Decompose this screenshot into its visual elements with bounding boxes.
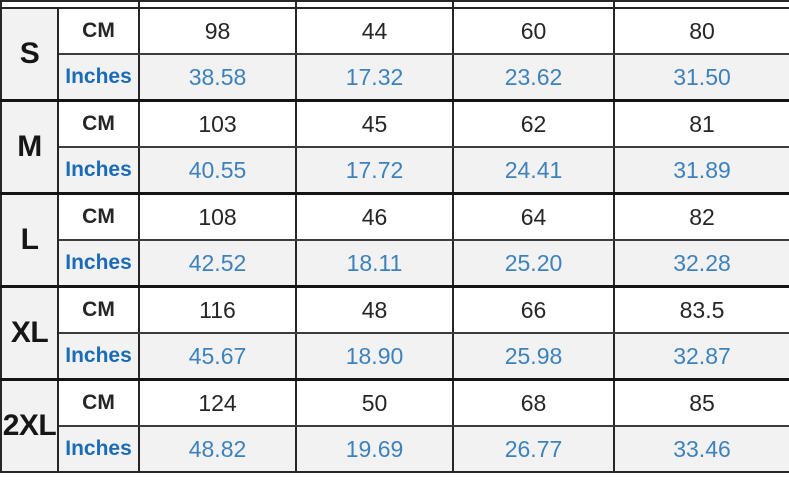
cropped-header-row: [0, 0, 789, 9]
cm-value-2xl-2: 68: [452, 378, 615, 427]
inches-value-xl-2: 25.98: [452, 332, 615, 381]
inches-value-xl-1: 18.90: [295, 332, 454, 381]
cm-value-xl-0: 116: [138, 285, 297, 334]
cm-value-xl-1: 48: [295, 285, 454, 334]
unit-label-inches: Inches: [57, 332, 140, 381]
size-label-xl: XL: [0, 285, 59, 381]
size-label-m: M: [0, 99, 59, 195]
cm-value-xl-2: 66: [452, 285, 615, 334]
row-s-cm: S CM 98 44 60 80: [0, 7, 789, 102]
inches-value-s-3: 31.50: [613, 53, 789, 102]
row-xl-inches: Inches 45.67 18.90 25.98 32.87: [1, 332, 789, 381]
cropped-header-cell: [138, 0, 297, 9]
cm-value-l-1: 46: [295, 192, 454, 241]
size-label-s: S: [0, 7, 59, 102]
row-2xl-cm: 2XL CM 124 50 68 85: [0, 378, 789, 473]
cm-value-s-0: 98: [138, 7, 297, 55]
size-label-2xl: 2XL: [0, 378, 59, 473]
inches-value-l-2: 25.20: [452, 239, 615, 288]
unit-label-inches: Inches: [57, 239, 140, 288]
inches-value-m-2: 24.41: [452, 146, 615, 195]
size-label-l: L: [0, 192, 59, 288]
cm-value-xl-3: 83.5: [613, 285, 789, 334]
cm-value-l-3: 82: [613, 192, 789, 241]
inches-value-m-0: 40.55: [138, 146, 297, 195]
cropped-header-cell: [613, 0, 789, 9]
inches-value-s-0: 38.58: [138, 53, 297, 102]
cm-value-s-1: 44: [295, 7, 454, 55]
cm-value-m-2: 62: [452, 99, 615, 148]
inches-value-xl-0: 45.67: [138, 332, 297, 381]
cm-value-l-0: 108: [138, 192, 297, 241]
inches-value-2xl-2: 26.77: [452, 425, 615, 473]
unit-label-inches: Inches: [57, 146, 140, 195]
unit-label-inches: Inches: [57, 53, 140, 102]
inches-value-l-1: 18.11: [295, 239, 454, 288]
cropped-header-cell: [295, 0, 454, 9]
inches-value-2xl-1: 19.69: [295, 425, 454, 473]
unit-label-cm: CM: [57, 7, 140, 55]
cm-value-l-2: 64: [452, 192, 615, 241]
unit-label-cm: CM: [57, 99, 140, 148]
inches-value-2xl-0: 48.82: [138, 425, 297, 473]
inches-value-m-3: 31.89: [613, 146, 789, 195]
row-2xl-inches: Inches 48.82 19.69 26.77 33.46: [1, 425, 789, 473]
row-m-inches: Inches 40.55 17.72 24.41 31.89: [1, 146, 789, 195]
inches-value-l-0: 42.52: [138, 239, 297, 288]
cm-value-s-2: 60: [452, 7, 615, 55]
cm-value-m-3: 81: [613, 99, 789, 148]
row-m-cm: M CM 103 45 62 81: [0, 99, 789, 195]
cm-value-2xl-3: 85: [613, 378, 789, 427]
cm-value-2xl-0: 124: [138, 378, 297, 427]
inches-value-s-2: 23.62: [452, 53, 615, 102]
unit-label-inches: Inches: [57, 425, 140, 473]
unit-label-cm: CM: [57, 192, 140, 241]
unit-label-cm: CM: [57, 285, 140, 334]
inches-value-xl-3: 32.87: [613, 332, 789, 381]
cm-value-s-3: 80: [613, 7, 789, 55]
inches-value-m-1: 17.72: [295, 146, 454, 195]
row-s-inches: Inches 38.58 17.32 23.62 31.50: [1, 53, 789, 102]
inches-value-2xl-3: 33.46: [613, 425, 789, 473]
row-l-cm: L CM 108 46 64 82: [0, 192, 789, 288]
inches-value-l-3: 32.28: [613, 239, 789, 288]
cropped-header-cell: [0, 0, 140, 9]
cm-value-m-1: 45: [295, 99, 454, 148]
cropped-header-cell: [452, 0, 615, 9]
row-l-inches: Inches 42.52 18.11 25.20 32.28: [1, 239, 789, 288]
inches-value-s-1: 17.32: [295, 53, 454, 102]
unit-label-cm: CM: [57, 378, 140, 427]
cm-value-m-0: 103: [138, 99, 297, 148]
cm-value-2xl-1: 50: [295, 378, 454, 427]
row-xl-cm: XL CM 116 48 66 83.5: [0, 285, 789, 381]
